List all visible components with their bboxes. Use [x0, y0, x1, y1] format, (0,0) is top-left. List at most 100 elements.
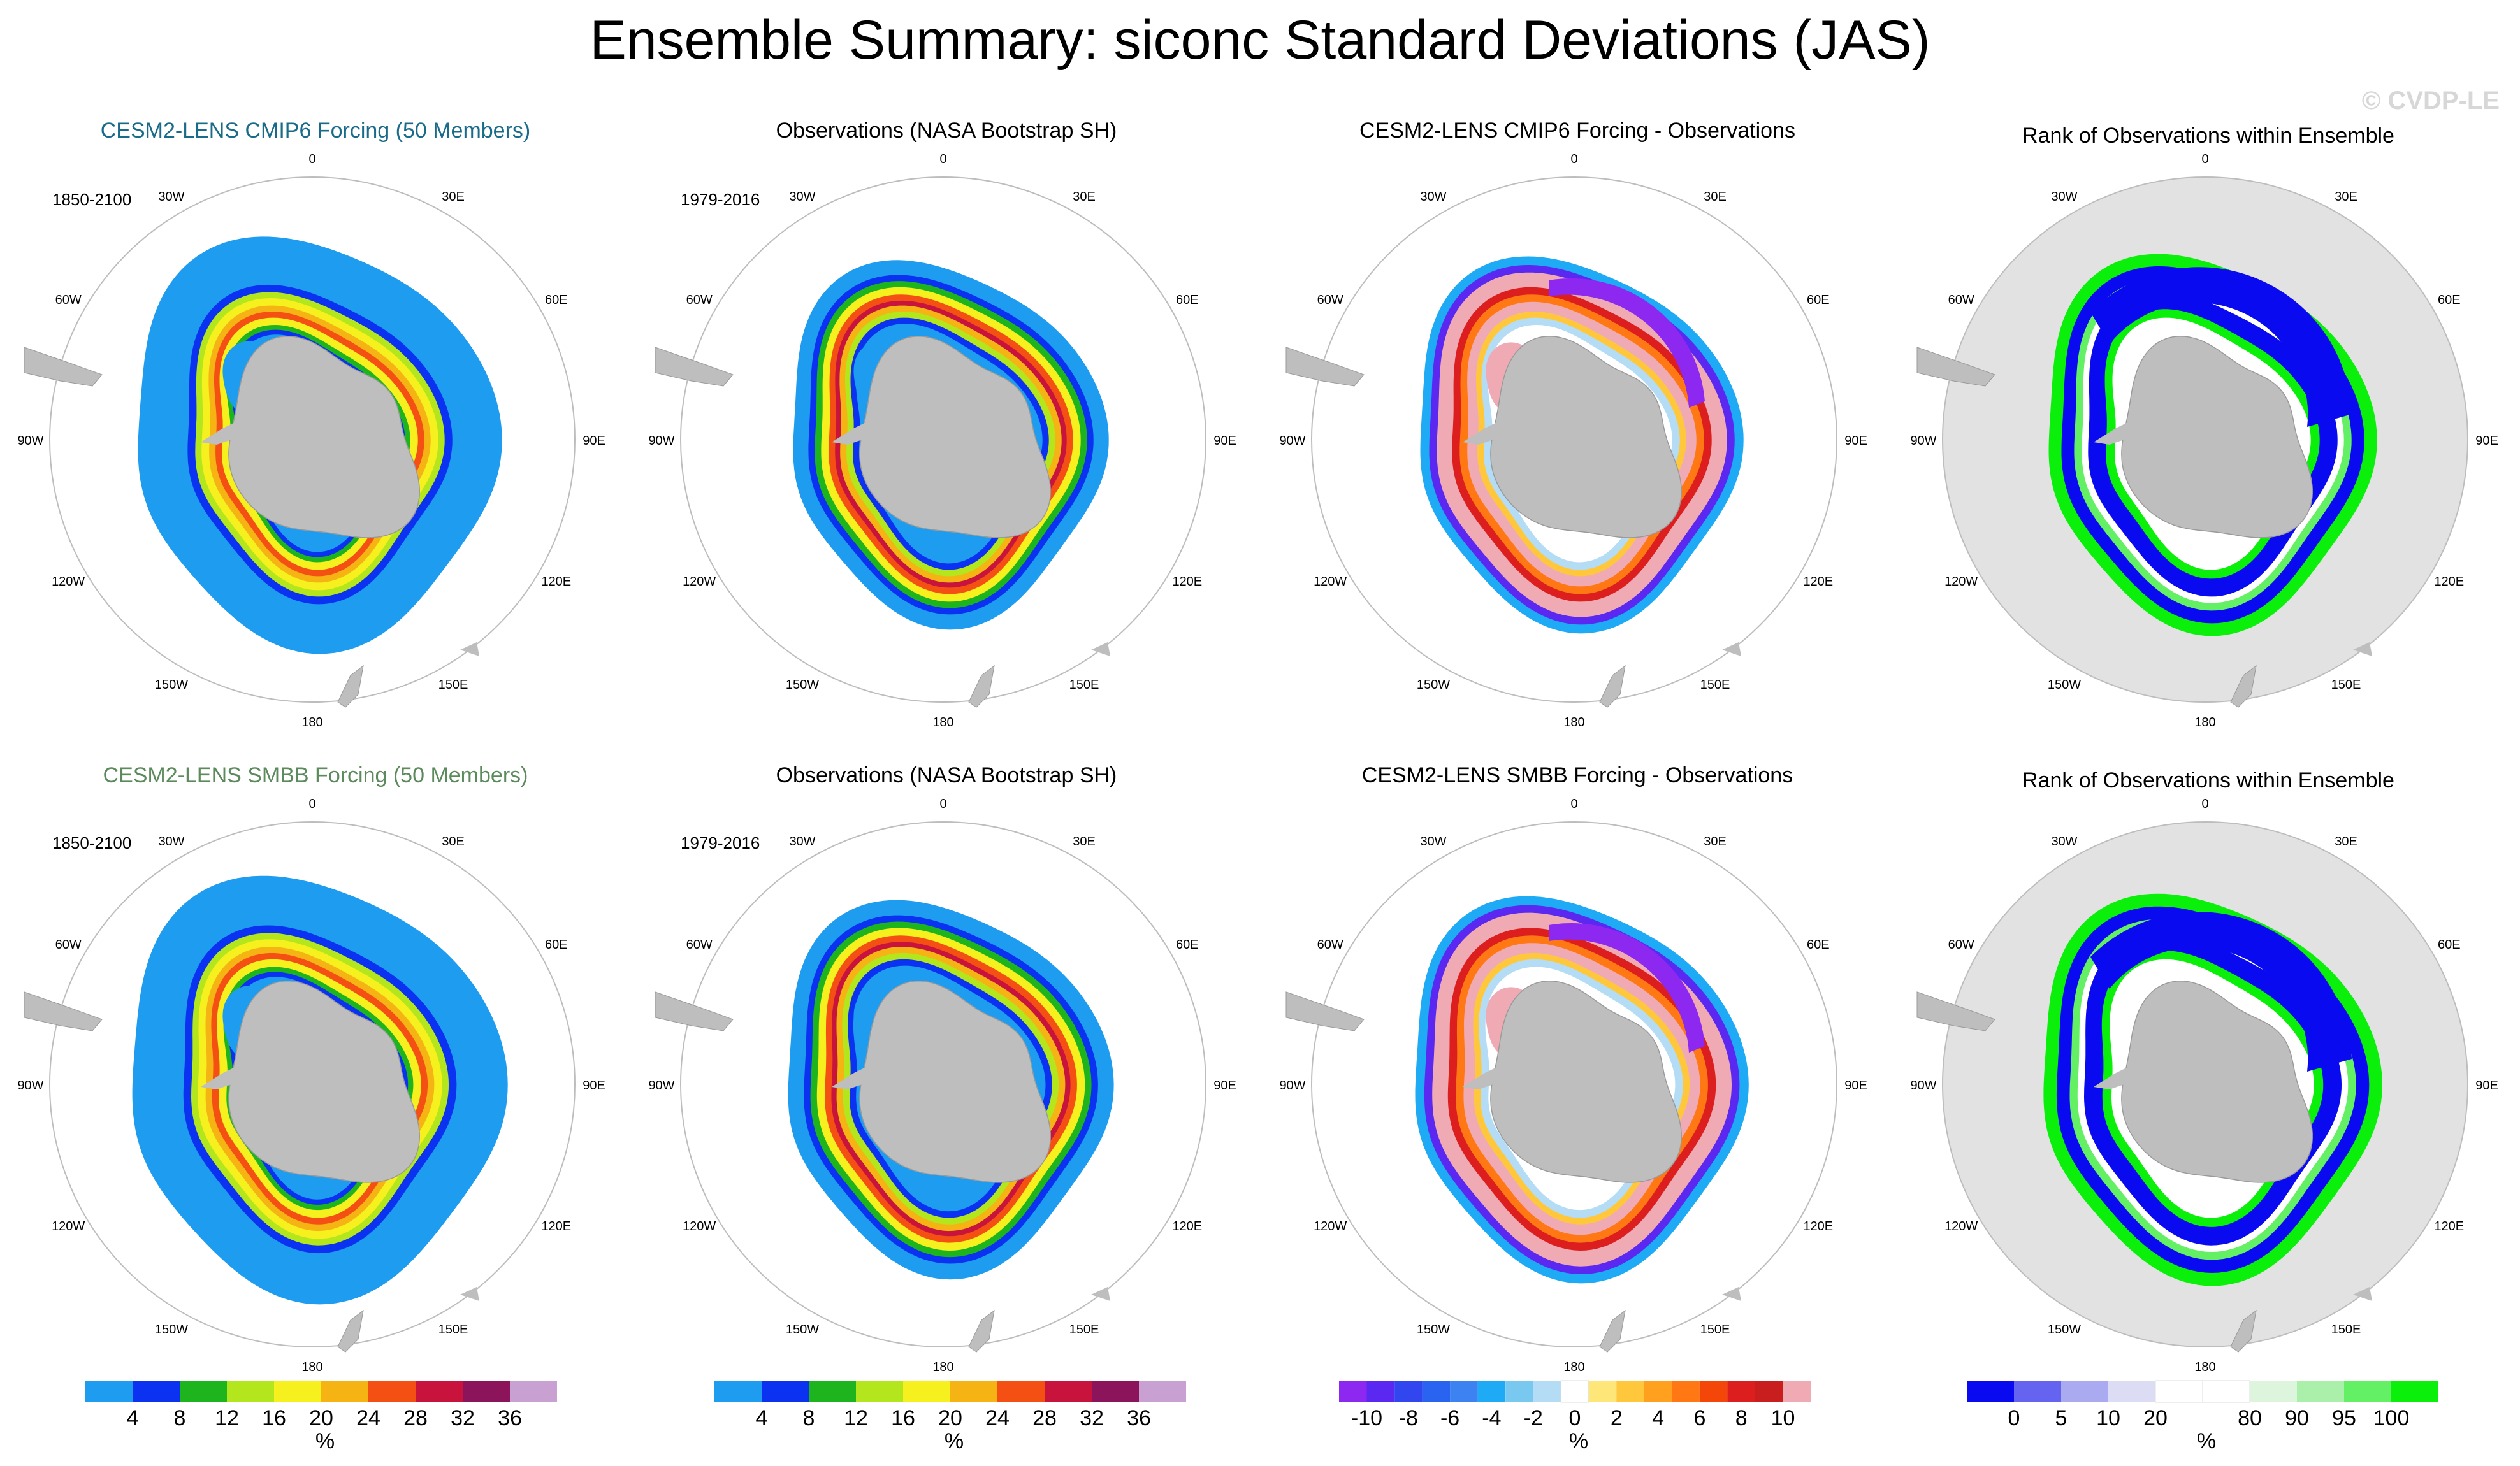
lon-label: 180: [1563, 1360, 1584, 1374]
lon-label: 120W: [52, 575, 85, 589]
colorbar-tick-label: 24: [356, 1406, 380, 1430]
lon-label: 30E: [442, 190, 465, 204]
lon-label: 120W: [1314, 575, 1347, 589]
colorbar-sd2: 4 8 12 16 20 24 28 32 36%: [714, 1381, 1186, 1453]
lon-label: 150W: [1417, 1323, 1450, 1337]
period-label: 1979-2016: [681, 833, 760, 852]
lon-label: 90E: [1844, 434, 1867, 448]
colorbar-swatch: [1477, 1381, 1506, 1402]
map-panel-rank: 0 30E 60E 90E 120E 150E 180 150W 120W 90W 60W 30W: [1910, 152, 2498, 729]
credit-watermark: © CVDP-LE: [2361, 87, 2500, 115]
colorbar-tick-label: 28: [403, 1406, 428, 1430]
colorbar-units: %: [1569, 1429, 1588, 1453]
lon-label: 30E: [2335, 190, 2357, 204]
lon-label: 120E: [541, 1219, 571, 1233]
colorbar-swatch: [762, 1381, 809, 1402]
colorbar-tick-label: 36: [498, 1406, 522, 1430]
lon-label: 180: [2194, 715, 2215, 729]
lon-label: 30E: [2335, 835, 2357, 849]
lon-label: 30W: [789, 190, 815, 204]
colorbar-tick-label: 0: [2008, 1406, 2020, 1430]
colorbar-swatch: [997, 1381, 1045, 1402]
colorbar-swatch: [2108, 1381, 2155, 1402]
colorbar-tick-label: 20: [309, 1406, 333, 1430]
colorbar-tick-label: 6: [1693, 1406, 1705, 1430]
colorbar-tick-label: -4: [1482, 1406, 1501, 1430]
colorbar-tick-label: -8: [1399, 1406, 1418, 1430]
lon-label: 150W: [155, 678, 188, 692]
lon-label: 60W: [686, 938, 713, 952]
colorbar-swatch: [510, 1381, 557, 1402]
colorbar-tick-label: 12: [844, 1406, 868, 1430]
map-panel-diff: 0 30E 60E 90E 120E 150E 180 150W 120W 90W 60W 30W: [1279, 797, 1867, 1374]
colorbar-swatch: [416, 1381, 463, 1402]
lon-label: 30E: [1073, 190, 1096, 204]
colorbar-tick-label: 8: [1735, 1406, 1748, 1430]
colorbar-tick-label: 5: [2055, 1406, 2067, 1430]
lon-label: 60W: [1948, 293, 1974, 307]
period-label: 1979-2016: [681, 190, 760, 209]
colorbar-swatch: [714, 1381, 762, 1402]
lon-label: 60W: [1317, 938, 1343, 952]
colorbar-tick-label: 20: [2143, 1406, 2168, 1430]
colorbar-tick-label: 100: [2373, 1406, 2410, 1430]
colorbar-swatch: [1505, 1381, 1533, 1402]
lon-label: 150E: [2331, 1323, 2361, 1337]
lon-label: 60E: [2438, 293, 2461, 307]
colorbar-tick-label: 12: [215, 1406, 239, 1430]
figure-title: Ensemble Summary: siconc Standard Deviat…: [590, 10, 1930, 71]
colorbar-swatch: [1139, 1381, 1186, 1402]
period-label: 1850-2100: [52, 190, 132, 209]
lon-label: 120E: [2434, 575, 2464, 589]
colorbar-swatch: [2155, 1380, 2203, 1403]
colorbar-swatch: [85, 1381, 133, 1402]
lon-label: 30W: [2051, 190, 2077, 204]
colorbar-units: %: [2197, 1429, 2216, 1453]
panel-title: Rank of Observations within Ensemble: [2022, 124, 2394, 148]
lon-label: 120E: [1172, 575, 1202, 589]
lon-label: 150E: [438, 678, 468, 692]
lon-label: 90W: [1279, 1079, 1305, 1093]
colorbar-swatch: [1394, 1381, 1423, 1402]
lon-label: 120W: [683, 1219, 716, 1233]
lon-label: 90W: [1910, 1079, 1936, 1093]
lon-label: 120E: [1803, 575, 1833, 589]
colorbar-tick-label: 2: [1611, 1406, 1623, 1430]
colorbar-swatch: [463, 1381, 510, 1402]
colorbar-tick-label: 16: [891, 1406, 915, 1430]
lon-label: 150E: [2331, 678, 2361, 692]
panel-title: CESM2-LENS SMBB Forcing - Observations: [1361, 763, 1793, 787]
colorbar-units: %: [315, 1429, 335, 1453]
lon-label: 150W: [2048, 678, 2081, 692]
colorbar-swatch: [1783, 1381, 1811, 1402]
lon-label: 90E: [583, 434, 605, 448]
lon-label: 120W: [683, 575, 716, 589]
lon-label: 180: [1563, 715, 1584, 729]
colorbar-swatch: [1092, 1381, 1139, 1402]
colorbar-tick-label: 20: [938, 1406, 962, 1430]
colorbar-swatch: [903, 1381, 950, 1402]
colorbar-swatch: [368, 1381, 416, 1402]
colorbar-tick-label: 28: [1032, 1406, 1057, 1430]
lon-label: 120E: [2434, 1219, 2464, 1233]
lon-label: 90E: [2475, 1079, 2498, 1093]
colorbar-swatch: [1366, 1381, 1394, 1402]
lon-label: 30E: [1073, 835, 1096, 849]
lon-label: 60W: [1317, 293, 1343, 307]
colorbar-tick-label: 4: [127, 1406, 139, 1430]
lon-label: 120W: [1944, 1219, 1978, 1233]
colorbar-tick-label: 4: [1652, 1406, 1664, 1430]
lon-label: 150E: [438, 1323, 468, 1337]
colorbar-swatch: [2344, 1381, 2391, 1402]
map-panel-sd_obs: 0 30E 60E 90E 120E 150E 180 150W 120W 90W 60W 30W: [648, 152, 1236, 729]
colorbar-swatch: [1450, 1381, 1478, 1402]
lon-label: 30W: [1420, 190, 1446, 204]
colorbar-swatch: [274, 1381, 321, 1402]
colorbar-tick-label: -2: [1524, 1406, 1543, 1430]
lon-label: 90W: [17, 1079, 43, 1093]
lon-label: 90W: [17, 434, 43, 448]
lon-label: 60E: [1807, 938, 1830, 952]
colorbar-swatch: [1644, 1381, 1672, 1402]
